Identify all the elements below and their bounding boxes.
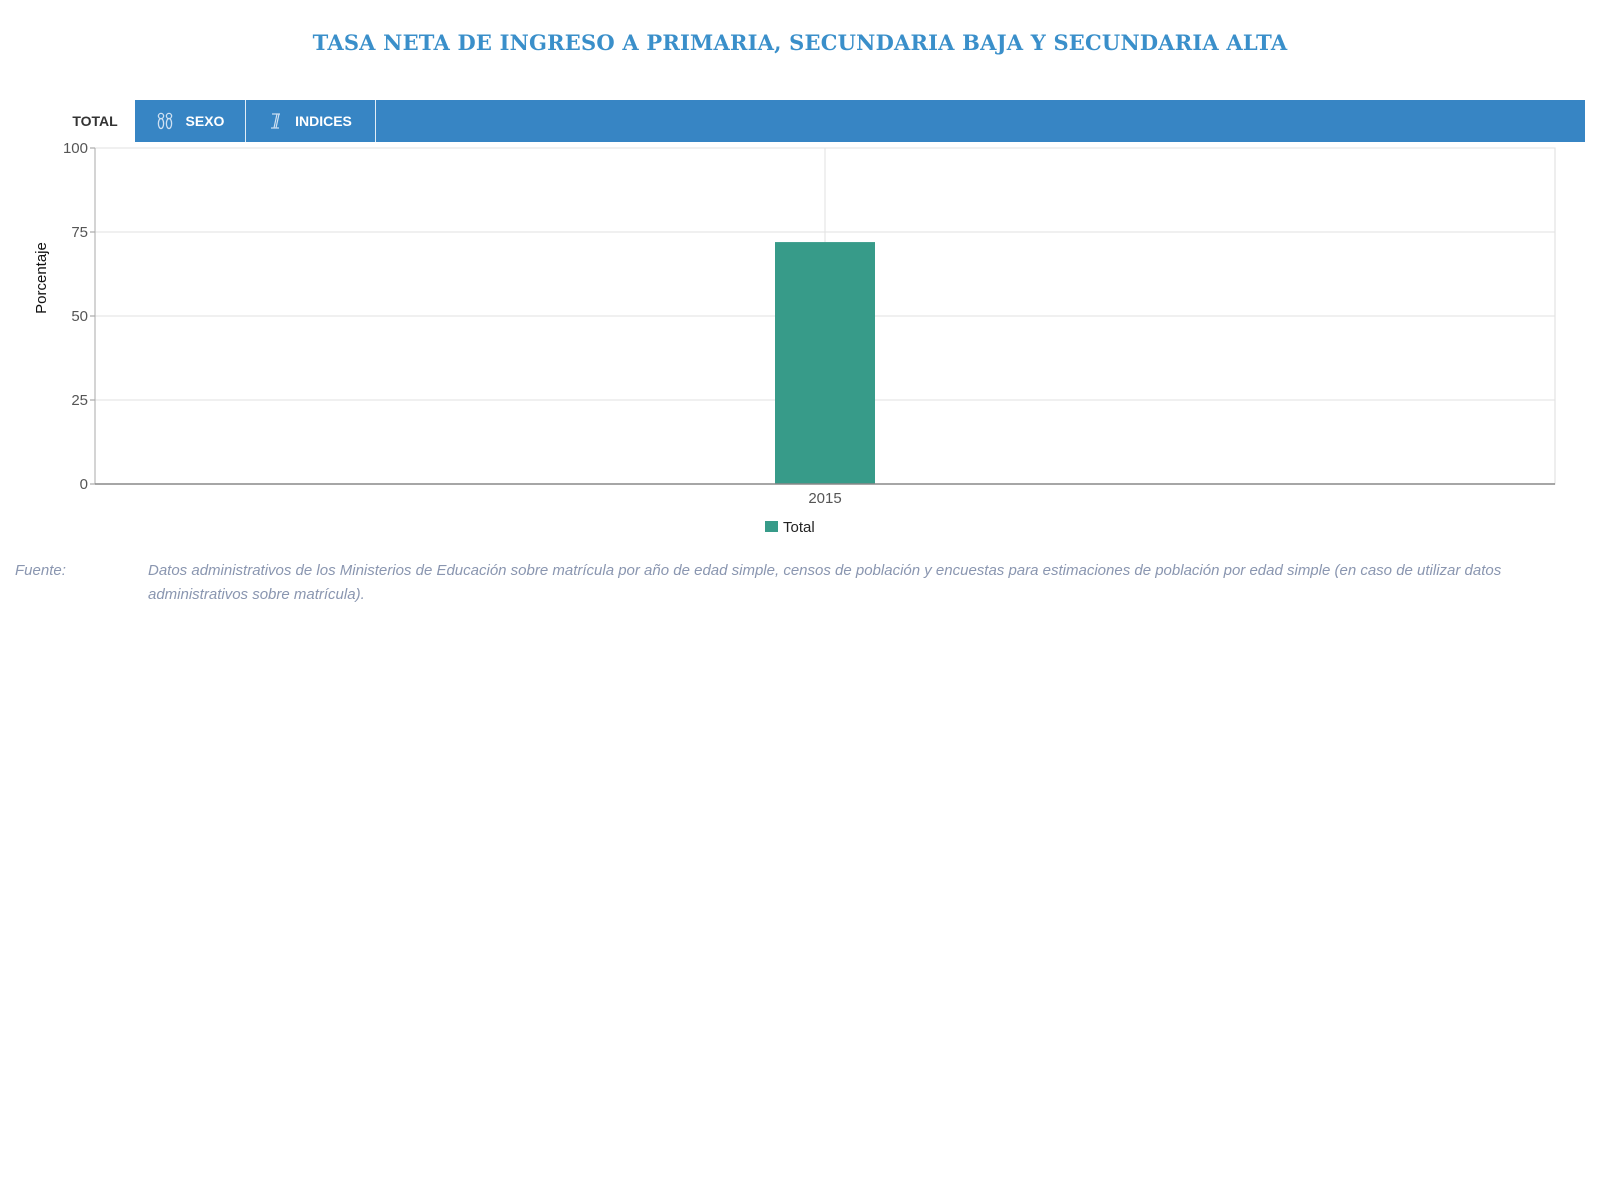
y-tick-label: 50 — [71, 308, 88, 325]
chart-area: 0 25 50 75 100 Porcentaje 2015 Total — [0, 140, 1600, 540]
y-tick-label: 0 — [80, 476, 88, 493]
y-tick-label: 100 — [63, 140, 88, 157]
tab-sexo-label: SEXO — [185, 113, 225, 129]
legend-label[interactable]: Total — [783, 519, 815, 536]
source-text: Datos administrativos de los Ministerios… — [148, 562, 1502, 603]
tab-indices[interactable]: INDICES — [246, 100, 376, 142]
y-tick-label: 75 — [71, 224, 88, 241]
gender-icon — [156, 112, 174, 130]
index-icon — [269, 112, 283, 130]
tab-bar: TOTAL SEXO INDIC — [55, 100, 1585, 142]
y-tick-label: 25 — [71, 392, 88, 409]
tab-total-label: TOTAL — [72, 113, 118, 129]
tab-total[interactable]: TOTAL — [55, 100, 135, 142]
page-title: TASA NETA DE INGRESO A PRIMARIA, SECUNDA… — [312, 30, 1288, 55]
source-label: Fuente: — [15, 562, 66, 579]
bar-chart: 0 25 50 75 100 Porcentaje 2015 Total — [33, 140, 1556, 536]
bar-2015-total[interactable] — [775, 242, 875, 484]
x-tick-label: 2015 — [808, 490, 841, 507]
y-axis-label: Porcentaje — [33, 242, 50, 314]
tab-sexo[interactable]: SEXO — [135, 100, 246, 142]
tab-indices-label: INDICES — [295, 113, 352, 129]
legend-swatch[interactable] — [765, 521, 778, 532]
